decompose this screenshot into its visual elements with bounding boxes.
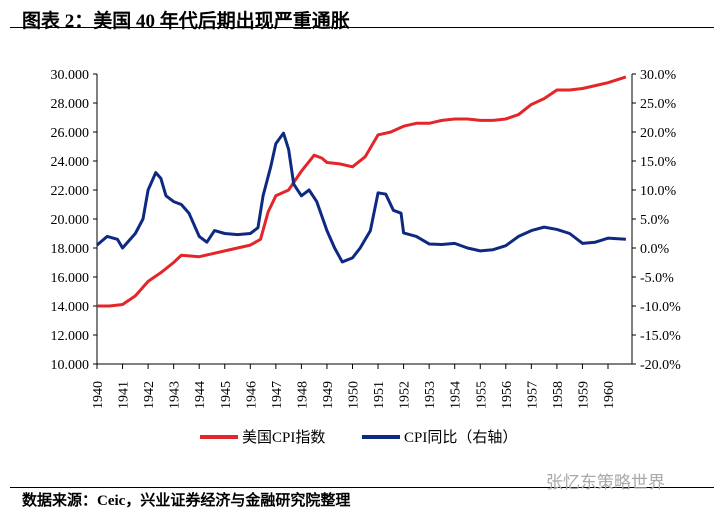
left-tick-label: 30.000 <box>51 68 90 83</box>
x-tick-label: 1957 <box>525 381 540 409</box>
source-rule <box>10 487 714 488</box>
x-tick-label: 1946 <box>244 381 259 409</box>
x-tick-label: 1943 <box>168 381 183 409</box>
x-tick-label: 1956 <box>500 381 515 409</box>
x-tick-label: 1951 <box>372 381 387 409</box>
right-tick-label: -5.0% <box>640 271 674 286</box>
left-tick-label: 14.000 <box>51 300 90 315</box>
right-tick-label: 25.0% <box>640 97 677 112</box>
left-tick-label: 18.000 <box>51 242 90 257</box>
x-tick-label: 1942 <box>142 381 157 409</box>
x-tick-label: 1954 <box>449 381 464 409</box>
x-tick-label: 1958 <box>551 381 566 409</box>
x-tick-label: 1959 <box>576 381 591 409</box>
right-tick-label: 30.0% <box>640 68 677 83</box>
left-tick-label: 20.000 <box>51 213 90 228</box>
x-tick-label: 1941 <box>117 381 132 409</box>
right-tick-label: 15.0% <box>640 155 677 170</box>
right-tick-label: 0.0% <box>640 242 670 257</box>
left-tick-label: 12.000 <box>51 329 90 344</box>
right-tick-label: -15.0% <box>640 329 681 344</box>
left-tick-label: 16.000 <box>51 271 90 286</box>
right-tick-label: 10.0% <box>640 184 677 199</box>
left-tick-label: 10.000 <box>51 358 90 373</box>
x-tick-label: 1949 <box>321 381 336 409</box>
right-tick-label: 5.0% <box>640 213 670 228</box>
left-tick-label: 28.000 <box>51 97 90 112</box>
x-tick-label: 1945 <box>219 381 234 409</box>
legend-label: CPI同比（右轴） <box>404 429 517 446</box>
cpi-yoy-line <box>96 131 626 264</box>
right-tick-label: -10.0% <box>640 300 681 315</box>
x-tick-label: 1948 <box>295 381 310 409</box>
cpi-index-line <box>97 75 627 308</box>
title-rule <box>10 27 714 28</box>
x-tick-label: 1944 <box>193 381 208 409</box>
x-tick-label: 1952 <box>398 381 413 409</box>
right-tick-label: 20.0% <box>640 126 677 141</box>
left-tick-label: 26.000 <box>51 126 90 141</box>
right-tick-label: -20.0% <box>640 358 681 373</box>
figure-title: 图表 2：美国 40 年代后期出现严重通胀 <box>22 11 350 32</box>
x-tick-label: 1950 <box>347 381 362 409</box>
source-note: 数据来源：Ceic，兴业证券经济与金融研究院整理 <box>22 493 351 509</box>
x-tick-label: 1940 <box>91 381 106 409</box>
x-tick-label: 1960 <box>602 381 617 409</box>
x-tick-label: 1955 <box>474 381 489 409</box>
legend-label: 美国CPI指数 <box>242 429 325 446</box>
x-tick-label: 1947 <box>270 381 285 409</box>
left-tick-label: 24.000 <box>51 155 90 170</box>
left-tick-label: 22.000 <box>51 184 90 199</box>
watermark: 张忆东策略世界 <box>546 473 665 493</box>
x-tick-label: 1953 <box>423 381 438 409</box>
